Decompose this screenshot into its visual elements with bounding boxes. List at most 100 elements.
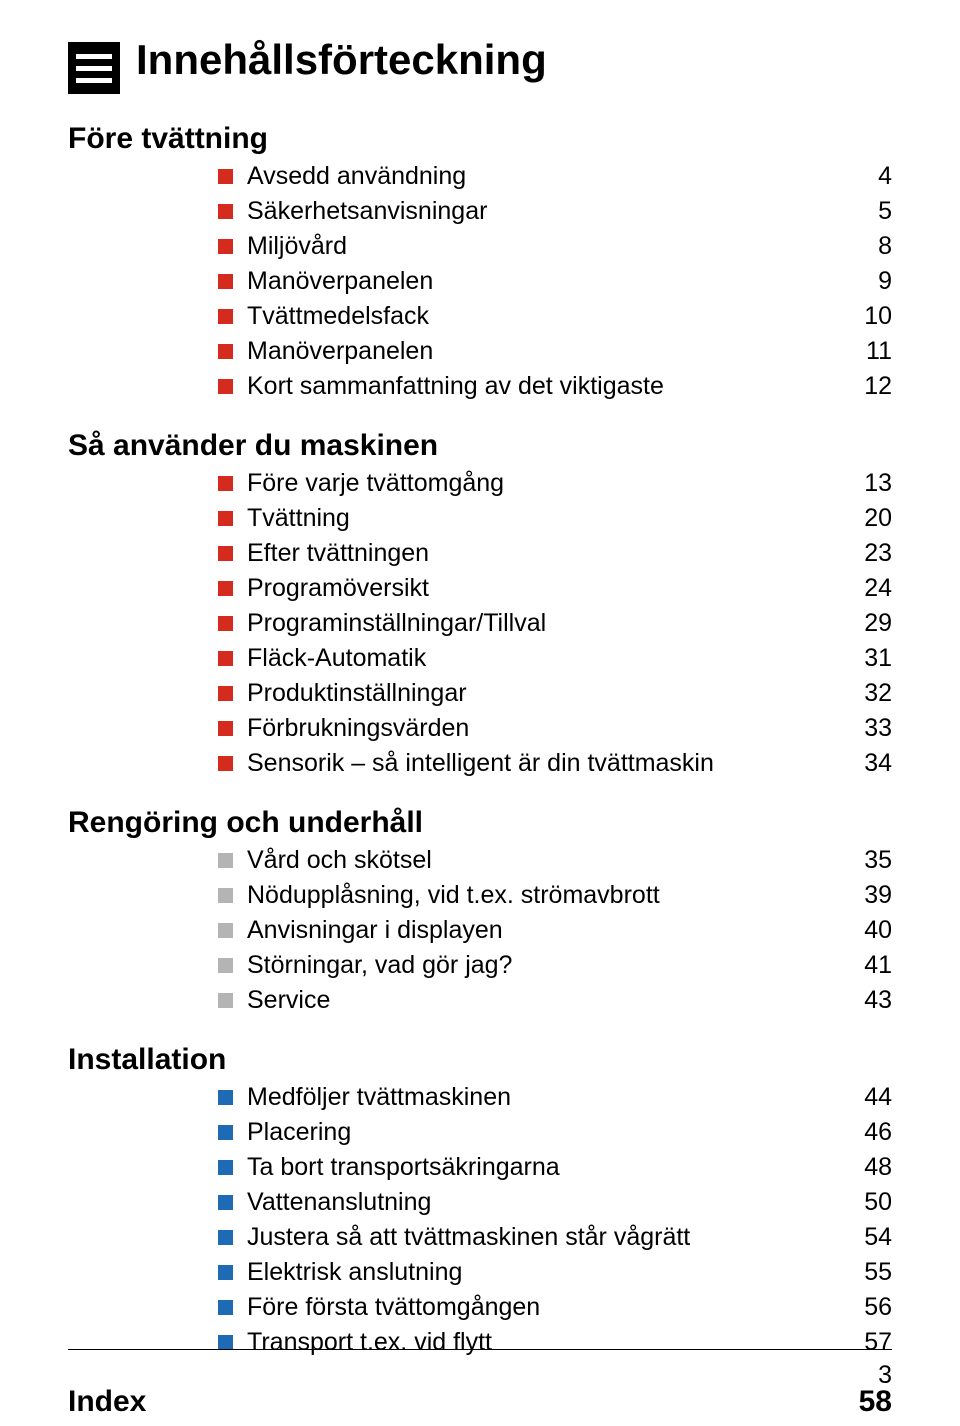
toc-page-number: 10: [836, 302, 892, 331]
section-heading: Så använder du maskinen: [68, 429, 892, 463]
toc-page-number: 29: [836, 609, 892, 638]
square-bullet-icon: [218, 651, 233, 666]
toc-page-number: 4: [836, 162, 892, 191]
toc-label: Förbrukningsvärden: [247, 714, 836, 743]
toc-label: Service: [247, 986, 836, 1015]
toc-row: Tvättmedelsfack10: [218, 302, 892, 331]
square-bullet-icon: [218, 1125, 233, 1140]
toc-row: Ta bort transportsäkringarna48: [218, 1153, 892, 1182]
toc-page-number: 46: [836, 1118, 892, 1147]
toc-row: Programöversikt24: [218, 574, 892, 603]
toc-row: Produktinställningar32: [218, 679, 892, 708]
toc-label: Nödupplåsning, vid t.ex. strömavbrott: [247, 881, 836, 910]
toc-label: Kort sammanfattning av det viktigaste: [247, 372, 836, 401]
toc-body: Före tvättningAvsedd användning4Säkerhet…: [68, 122, 892, 1357]
toc-page-number: 43: [836, 986, 892, 1015]
toc-label: Före första tvättomgången: [247, 1293, 836, 1322]
index-label: Index: [68, 1385, 146, 1419]
toc-row: Säkerhetsanvisningar5: [218, 197, 892, 226]
toc-icon-bar: [76, 78, 112, 83]
toc-label: Avsedd användning: [247, 162, 836, 191]
section-heading: Installation: [68, 1043, 892, 1077]
toc-list: Avsedd användning4Säkerhetsanvisningar5M…: [218, 162, 892, 401]
header-row: Innehållsförteckning: [68, 42, 892, 94]
square-bullet-icon: [218, 993, 233, 1008]
toc-row: Medföljer tvättmaskinen44: [218, 1083, 892, 1112]
square-bullet-icon: [218, 511, 233, 526]
toc-row: Vård och skötsel35: [218, 846, 892, 875]
section-heading: Före tvättning: [68, 122, 892, 156]
square-bullet-icon: [218, 1090, 233, 1105]
toc-page-number: 9: [836, 267, 892, 296]
square-bullet-icon: [218, 1160, 233, 1175]
toc-page-number: 33: [836, 714, 892, 743]
square-bullet-icon: [218, 379, 233, 394]
section-heading: Rengöring och underhåll: [68, 806, 892, 840]
toc-row: Fläck-Automatik31: [218, 644, 892, 673]
square-bullet-icon: [218, 1335, 233, 1350]
toc-page-number: 32: [836, 679, 892, 708]
toc-page-number: 35: [836, 846, 892, 875]
square-bullet-icon: [218, 1300, 233, 1315]
index-row: Index 58: [68, 1385, 892, 1419]
toc-label: Efter tvättningen: [247, 539, 836, 568]
toc-row: Placering46: [218, 1118, 892, 1147]
toc-page-number: 31: [836, 644, 892, 673]
toc-label: Störningar, vad gör jag?: [247, 951, 836, 980]
toc-label: Produktinställningar: [247, 679, 836, 708]
toc-label: Placering: [247, 1118, 836, 1147]
square-bullet-icon: [218, 958, 233, 973]
toc-label: Programöversikt: [247, 574, 836, 603]
toc-row: Vattenanslutning50: [218, 1188, 892, 1217]
toc-page-number: 50: [836, 1188, 892, 1217]
footer: 3: [68, 1349, 892, 1390]
square-bullet-icon: [218, 344, 233, 359]
square-bullet-icon: [218, 476, 233, 491]
footer-page-number: 3: [68, 1361, 892, 1390]
toc-list: Före varje tvättomgång13Tvättning20Efter…: [218, 469, 892, 778]
toc-row: Service43: [218, 986, 892, 1015]
toc-row: Efter tvättningen23: [218, 539, 892, 568]
toc-label: Tvättning: [247, 504, 836, 533]
toc-page-number: 20: [836, 504, 892, 533]
toc-page-number: 13: [836, 469, 892, 498]
toc-page-number: 56: [836, 1293, 892, 1322]
toc-label: Sensorik – så intelligent är din tvättma…: [247, 749, 836, 778]
toc-page-number: 34: [836, 749, 892, 778]
toc-icon-bar: [76, 66, 112, 71]
toc-label: Miljövård: [247, 232, 836, 261]
page-title: Innehållsförteckning: [136, 36, 547, 84]
toc-row: Förbrukningsvärden33: [218, 714, 892, 743]
square-bullet-icon: [218, 616, 233, 631]
toc-row: Justera så att tvättmaskinen står vågrät…: [218, 1223, 892, 1252]
toc-label: Justera så att tvättmaskinen står vågrät…: [247, 1223, 836, 1252]
toc-page-number: 40: [836, 916, 892, 945]
toc-label: Vård och skötsel: [247, 846, 836, 875]
toc-row: Elektrisk anslutning55: [218, 1258, 892, 1287]
toc-label: Anvisningar i displayen: [247, 916, 836, 945]
square-bullet-icon: [218, 581, 233, 596]
square-bullet-icon: [218, 888, 233, 903]
square-bullet-icon: [218, 204, 233, 219]
toc-label: Tvättmedelsfack: [247, 302, 836, 331]
toc-label: Säkerhetsanvisningar: [247, 197, 836, 226]
toc-icon: [68, 42, 120, 94]
toc-row: Avsedd användning4: [218, 162, 892, 191]
toc-row: Nödupplåsning, vid t.ex. strömavbrott39: [218, 881, 892, 910]
square-bullet-icon: [218, 853, 233, 868]
toc-row: Manöverpanelen9: [218, 267, 892, 296]
toc-list: Medföljer tvättmaskinen44 Placering46 Ta b…: [218, 1083, 892, 1357]
toc-page-number: 55: [836, 1258, 892, 1287]
toc-row: Före första tvättomgången56: [218, 1293, 892, 1322]
square-bullet-icon: [218, 1195, 233, 1210]
toc-row: Tvättning20: [218, 504, 892, 533]
toc-row: Anvisningar i displayen40: [218, 916, 892, 945]
toc-page-number: 41: [836, 951, 892, 980]
toc-page-number: 5: [836, 197, 892, 226]
square-bullet-icon: [218, 309, 233, 324]
toc-row: Manöverpanelen11: [218, 337, 892, 366]
toc-row: Programinställningar/Tillval29: [218, 609, 892, 638]
toc-row: Störningar, vad gör jag?41: [218, 951, 892, 980]
toc-label: Elektrisk anslutning: [247, 1258, 836, 1287]
toc-label: Före varje tvättomgång: [247, 469, 836, 498]
